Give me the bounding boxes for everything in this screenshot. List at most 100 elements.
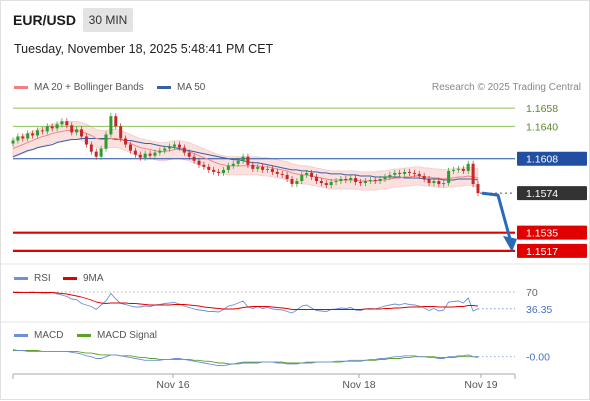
- candle-body: [412, 172, 416, 174]
- rsi-ma-line: [13, 292, 479, 310]
- candle-body: [398, 172, 402, 174]
- candle-body: [383, 176, 387, 179]
- candle-body: [310, 172, 314, 177]
- level-label-1.1574: 1.1574: [526, 188, 558, 200]
- candle-body: [314, 176, 318, 182]
- candle-body: [226, 165, 230, 170]
- ma20-line: [12, 129, 479, 182]
- time-axis-label-1: Nov 18: [342, 379, 375, 391]
- candle-body: [334, 181, 338, 183]
- legend-rsi-ma-label: 9MA: [83, 273, 104, 284]
- candle-body: [476, 184, 480, 194]
- candle-body: [158, 150, 162, 153]
- candle-body: [300, 174, 304, 182]
- candle-body: [80, 129, 84, 137]
- candle-body: [295, 181, 299, 185]
- candle-body: [270, 168, 274, 172]
- time-axis-label-0: Nov 16: [156, 379, 189, 391]
- candle-body: [354, 177, 358, 183]
- candle-body: [246, 156, 250, 165]
- candle-body: [452, 169, 456, 171]
- candle-body: [305, 172, 309, 175]
- candle-body: [456, 168, 460, 170]
- candle-body: [471, 163, 475, 185]
- candle-body: [133, 150, 137, 155]
- candle-body: [192, 156, 196, 161]
- legend-ma20-label: MA 20 + Bollinger Bands: [34, 82, 144, 93]
- legend-rsi-label: RSI: [34, 273, 51, 284]
- candle-body: [11, 140, 15, 144]
- level-tag-1.1574: [517, 186, 587, 201]
- candle-body: [99, 148, 103, 157]
- candle-body: [368, 180, 372, 182]
- rsi-panel: 70 36.35: [13, 287, 552, 316]
- candle-body: [349, 177, 353, 181]
- level-label-1.1658: 1.1658: [526, 103, 558, 115]
- timeframe-button[interactable]: 30 MIN: [83, 8, 133, 32]
- candle-body: [128, 144, 132, 151]
- macd-current-label: -0.00: [526, 352, 550, 364]
- legend-ma50: MA 50: [157, 82, 205, 93]
- level-label-1.1535: 1.1535: [526, 228, 558, 240]
- candle-body: [197, 160, 201, 165]
- candle-body: [70, 125, 74, 133]
- symbol-label: EUR/USD: [13, 12, 77, 28]
- legend-ma50-label: MA 50: [177, 82, 206, 93]
- candle-body: [393, 172, 397, 175]
- level-tag-1.1608: [517, 151, 587, 166]
- candle-body: [163, 148, 167, 151]
- candle-body: [119, 126, 123, 139]
- ma20-swatch-icon: [14, 85, 28, 89]
- candle-body: [55, 124, 59, 129]
- candle-body: [251, 164, 255, 169]
- research-credit: Research © 2025 Trading Central: [431, 82, 581, 93]
- candle-body: [344, 178, 348, 181]
- rsi-ma-swatch-icon: [63, 276, 77, 280]
- candle-body: [153, 152, 157, 156]
- forecast-arrow-line: [481, 191, 512, 240]
- ma50-swatch-icon: [157, 85, 171, 89]
- candle-body: [65, 121, 69, 126]
- candle-body: [168, 146, 172, 149]
- candle-body: [319, 181, 323, 184]
- candle-body: [466, 163, 470, 171]
- candle-body: [261, 166, 265, 170]
- candle-body: [60, 121, 64, 125]
- candle-body: [109, 116, 113, 135]
- candle-body: [114, 116, 118, 127]
- candle-body: [217, 171, 221, 173]
- candle-body: [373, 180, 377, 182]
- legend-rsi: RSI: [14, 273, 51, 284]
- legend-macd-label: MACD: [34, 330, 64, 341]
- rsi-current-label: 36.35: [526, 304, 552, 316]
- candle-body: [212, 169, 216, 172]
- candle-body: [177, 144, 181, 148]
- rsi-line: [13, 291, 479, 314]
- candle-body: [256, 166, 260, 169]
- level-tag-1.1517: [517, 243, 587, 258]
- forecast-arrow-head-icon: [503, 235, 517, 252]
- candle-body: [280, 173, 284, 175]
- price-panel: 1.1658 1.1640 1.1608 1.1574 1.1535 1.1517: [1, 103, 590, 323]
- candle-body: [236, 160, 240, 164]
- datetime-label: Tuesday, November 18, 2025 5:48:41 PM CE…: [14, 42, 274, 56]
- macd-signal-swatch-icon: [77, 333, 91, 337]
- rsi-level-label: 70: [526, 287, 538, 299]
- candle-body: [31, 133, 35, 136]
- legend-macd-signal: MACD Signal: [77, 330, 157, 341]
- time-axis: Nov 16 Nov 18 Nov 19: [12, 373, 516, 391]
- candle-body: [359, 182, 363, 184]
- candle-body: [89, 144, 93, 152]
- candle-body: [124, 138, 128, 145]
- candle-body: [378, 178, 382, 182]
- candle-body: [143, 153, 147, 158]
- level-label-1.1640: 1.1640: [526, 121, 558, 133]
- candle-body: [329, 182, 333, 186]
- candle-body: [432, 181, 436, 184]
- macd-signal-line: [13, 350, 478, 365]
- candle-body: [75, 129, 79, 133]
- candle-body: [427, 178, 431, 184]
- time-axis-label-2: Nov 19: [464, 379, 497, 391]
